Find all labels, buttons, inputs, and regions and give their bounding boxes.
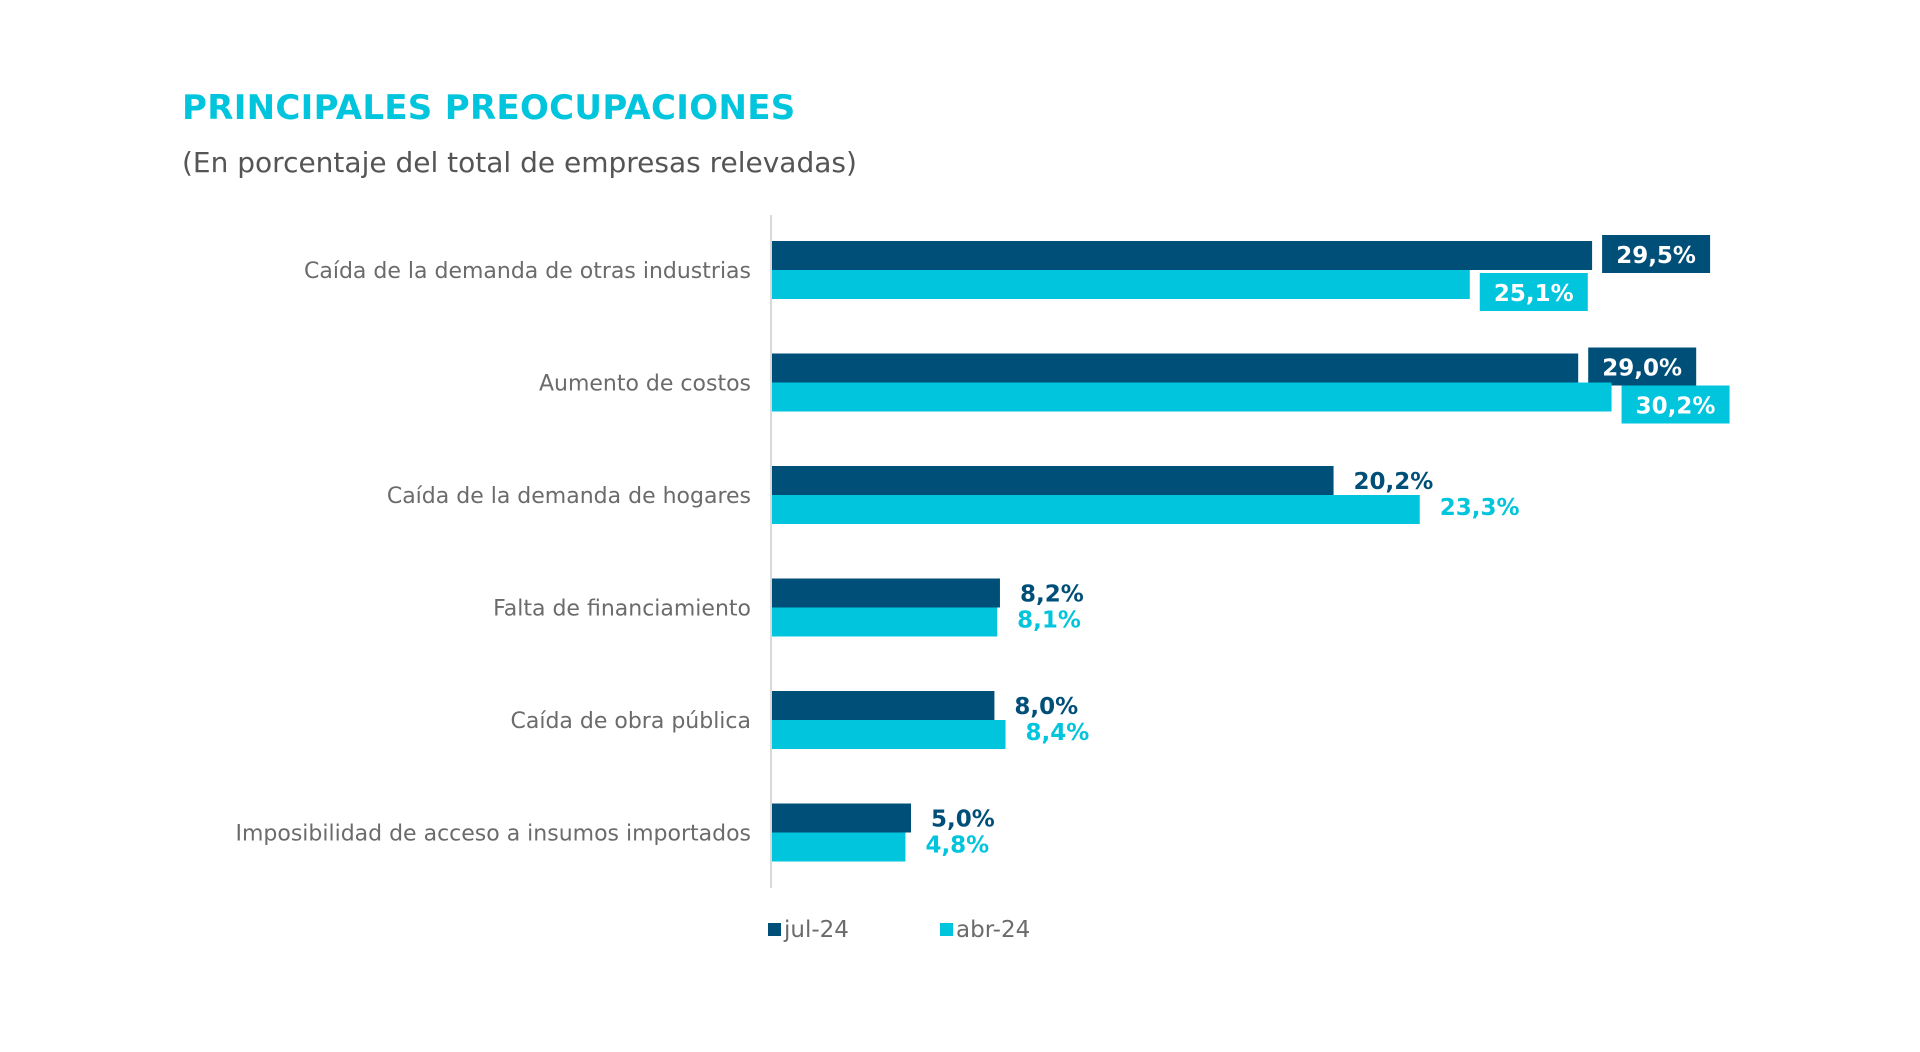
category-label: Falta de financiamiento (493, 597, 751, 622)
bar-abr-24-3 (772, 607, 998, 637)
chart-subtitle: (En porcentaje del total de empresas rel… (182, 146, 857, 179)
category-label: Caída de la demanda de hogares (387, 484, 751, 509)
legend: jul-24 abr-24 (768, 917, 1030, 943)
legend-swatch-jul-24 (768, 923, 781, 936)
data-label: 8,4% (1026, 720, 1090, 746)
legend-label-jul-24: jul-24 (783, 917, 849, 943)
data-label-box (1602, 235, 1711, 273)
data-label-box (1588, 347, 1697, 386)
data-label: 4,8% (925, 833, 989, 859)
data-label: 25,1% (1494, 281, 1574, 307)
category-label: Caída de obra pública (510, 709, 751, 734)
bar-abr-24-2 (772, 495, 1420, 524)
bar-jul-24-3 (772, 578, 1000, 608)
data-label: 8,1% (1017, 608, 1081, 634)
data-label: 30,2% (1636, 394, 1716, 420)
data-label-box (1621, 385, 1730, 424)
bar-abr-24-4 (772, 720, 1006, 749)
bar-jul-24-0 (772, 241, 1593, 270)
data-label: 29,5% (1616, 243, 1696, 269)
bar-abr-24-5 (772, 832, 906, 862)
bar-abr-24-0 (772, 270, 1470, 299)
category-label: Caída de la demanda de otras industrias (304, 259, 751, 284)
bar-abr-24-1 (772, 382, 1612, 412)
bar-jul-24-4 (772, 691, 995, 720)
bar-jul-24-2 (772, 466, 1334, 495)
data-label: 20,2% (1354, 469, 1434, 495)
chart-title: PRINCIPALES PREOCUPACIONES (182, 88, 796, 128)
legend-label-abr-24: abr-24 (956, 917, 1030, 943)
data-label: 5,0% (931, 807, 995, 833)
data-label: 23,3% (1440, 495, 1520, 521)
bar-jul-24-5 (772, 803, 911, 833)
category-label: Aumento de costos (539, 372, 751, 397)
category-label: Imposibilidad de acceso a insumos import… (235, 822, 751, 847)
data-label: 8,2% (1020, 582, 1084, 608)
data-label: 29,0% (1602, 356, 1682, 382)
bar-jul-24-1 (772, 353, 1579, 383)
data-label: 8,0% (1014, 694, 1078, 720)
data-label-box (1479, 273, 1588, 311)
legend-swatch-abr-24 (940, 923, 953, 936)
